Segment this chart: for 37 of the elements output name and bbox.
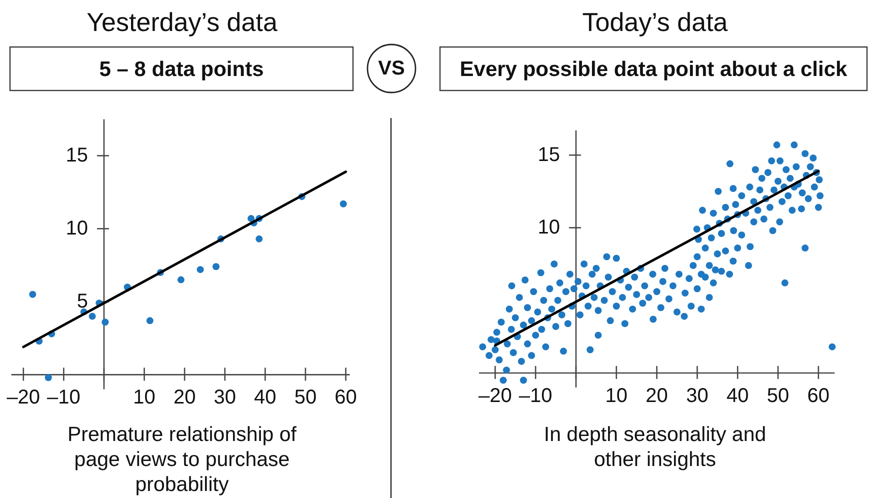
chart-subtitle: 5 – 8 data points	[99, 58, 264, 80]
x-tick-label: –20	[6, 386, 40, 409]
point	[340, 200, 347, 208]
point	[29, 290, 36, 298]
x-tick-label: –10	[47, 386, 80, 409]
y-tick-label: 10	[66, 218, 88, 240]
x-tick-label: 60	[334, 386, 357, 409]
point	[146, 317, 154, 324]
point	[177, 276, 184, 284]
x-tick-label: 10	[133, 386, 156, 409]
point	[88, 312, 96, 320]
x-axis-title: In depth seasonality and other insights	[544, 423, 766, 471]
x-tick-label: 40	[726, 384, 749, 407]
point	[256, 235, 263, 242]
x-tick-label: 50	[294, 386, 317, 409]
text: VS	[378, 58, 405, 80]
x-tick-label: 50	[766, 384, 790, 407]
x-tick-label: –20	[478, 384, 512, 407]
chart-title: Yesterday’s data	[86, 7, 278, 37]
y-tick-label: 5	[76, 290, 88, 313]
x-tick-label: 20	[173, 386, 196, 409]
point	[102, 318, 109, 326]
x-tick-label: 40	[254, 386, 276, 409]
x-tick-label: 30	[686, 384, 708, 407]
y-tick-label: 15	[66, 144, 88, 167]
x-tick-label: –10	[518, 384, 552, 407]
x-axis-title: Premature relationship of page views to purchase probability	[67, 423, 297, 496]
chart-subtitle: Every possible data point about a click	[460, 58, 848, 80]
point	[44, 374, 52, 382]
x-tick-label: 60	[807, 384, 830, 407]
point	[196, 266, 204, 274]
y-tick-label: 15	[538, 144, 560, 166]
x-tick-label: 30	[214, 386, 236, 409]
chart-title: Today’s data	[582, 7, 728, 37]
x-tick-label: 20	[646, 384, 668, 407]
point	[212, 263, 220, 270]
x-tick-label: 10	[605, 384, 628, 407]
